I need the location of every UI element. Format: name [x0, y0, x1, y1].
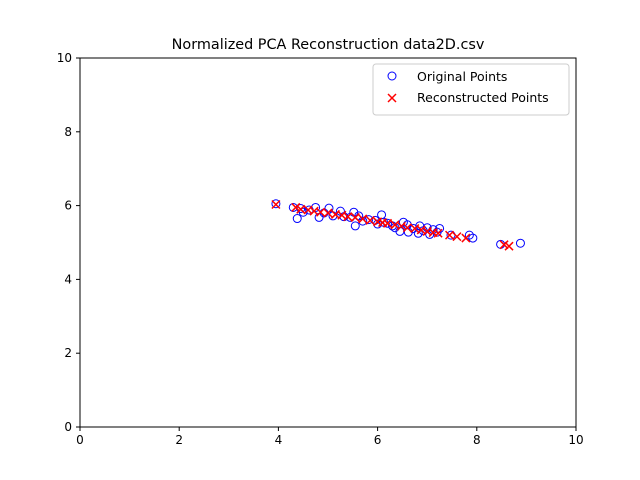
- y-tick-label: 0: [64, 420, 72, 434]
- data-points: [271, 199, 525, 251]
- x-tick-label: 0: [76, 433, 84, 447]
- original-point: [408, 223, 418, 233]
- reconstructed-point: [343, 212, 353, 222]
- y-tick-label: 6: [64, 199, 72, 213]
- plot-area-frame: [79, 57, 577, 428]
- reconstructed-point: [316, 207, 326, 217]
- original-point: [468, 233, 478, 243]
- reconstructed-point: [504, 241, 514, 251]
- original-point: [515, 238, 525, 248]
- reconstructed-point: [323, 208, 333, 218]
- legend-box: [372, 63, 570, 116]
- y-tick-label: 4: [64, 272, 72, 286]
- x-axis-ticks: 0 2 4 6 8 10: [76, 427, 584, 447]
- reconstructed-point: [350, 212, 360, 222]
- original-point: [298, 207, 308, 217]
- reconstructed-point: [296, 204, 306, 214]
- original-point: [292, 214, 302, 224]
- legend-label-original: Original Points: [417, 69, 507, 84]
- reconstructed-point: [444, 230, 455, 240]
- reconstructed-point: [291, 202, 301, 212]
- original-point: [271, 199, 281, 209]
- original-point: [379, 217, 389, 227]
- legend-label-reconstructed: Reconstructed Points: [417, 90, 549, 105]
- reconstructed-point: [382, 218, 393, 228]
- y-axis-ticks: 0 2 4 6 8 10: [57, 51, 80, 434]
- reconstructed-point: [365, 215, 375, 225]
- legend-marker-reconstructed: [387, 93, 397, 103]
- original-point: [364, 215, 374, 225]
- legend-marker-original: [387, 71, 397, 81]
- reconstructed-point: [271, 199, 281, 210]
- y-tick-label: 2: [64, 346, 72, 360]
- x-tick-label: 6: [374, 433, 382, 447]
- legend: Original Points Reconstructed Points: [372, 63, 570, 116]
- x-tick-label: 10: [568, 433, 583, 447]
- y-tick-label: 10: [57, 51, 72, 65]
- original-point: [350, 221, 360, 231]
- reconstructed-point: [452, 232, 462, 242]
- x-tick-label: 8: [473, 433, 481, 447]
- chart-title: Normalized PCA Reconstruction data2D.csv: [172, 37, 485, 53]
- reconstructed-point: [358, 214, 368, 224]
- reconstructed-point: [433, 228, 443, 238]
- reconstructed-point: [461, 233, 471, 243]
- reconstructed-point: [402, 223, 412, 233]
- y-tick-label: 8: [64, 125, 72, 139]
- reconstructed-point: [499, 240, 509, 250]
- x-tick-label: 4: [275, 433, 283, 447]
- x-tick-label: 2: [175, 433, 183, 447]
